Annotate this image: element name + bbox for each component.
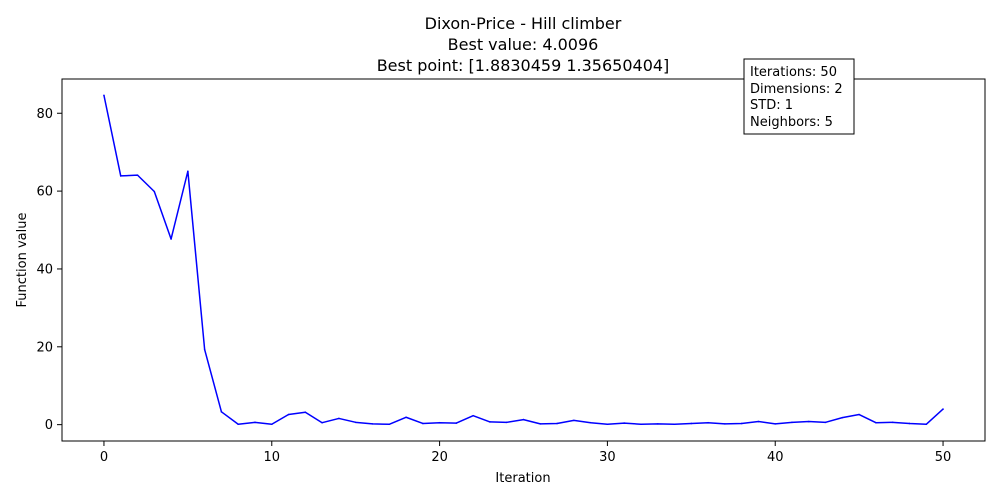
data-point bbox=[203, 348, 206, 351]
data-point bbox=[153, 190, 156, 193]
data-point bbox=[556, 422, 558, 425]
data-point bbox=[791, 421, 793, 424]
y-tick-label: 40 bbox=[36, 262, 53, 277]
data-point bbox=[455, 422, 458, 424]
y-tick-label: 60 bbox=[36, 185, 53, 200]
data-point bbox=[724, 423, 726, 425]
data-point bbox=[807, 420, 810, 423]
data-point bbox=[220, 411, 223, 413]
x-tick-label: 20 bbox=[431, 450, 448, 465]
data-point bbox=[237, 423, 240, 426]
data-point bbox=[287, 413, 290, 416]
data-point bbox=[170, 238, 172, 240]
plot-frame bbox=[61, 78, 986, 442]
data-point bbox=[640, 423, 642, 426]
info-std: STD: 1 bbox=[750, 98, 793, 113]
x-tick-label: 40 bbox=[767, 450, 784, 465]
data-point bbox=[371, 423, 374, 425]
data-point bbox=[304, 411, 307, 413]
data-point bbox=[942, 408, 944, 410]
data-point bbox=[505, 421, 508, 424]
data-point bbox=[841, 416, 844, 419]
data-point bbox=[119, 175, 122, 177]
data-point bbox=[438, 421, 441, 424]
chart-title-line-1: Dixon-Price - Hill climber bbox=[425, 14, 622, 33]
data-point bbox=[908, 422, 911, 425]
info-neighbors: Neighbors: 5 bbox=[750, 115, 833, 130]
data-point bbox=[589, 421, 592, 424]
x-tick-label: 30 bbox=[599, 450, 616, 465]
data-point bbox=[656, 423, 659, 425]
info-box-frame bbox=[743, 58, 855, 135]
data-point bbox=[757, 420, 760, 423]
data-point bbox=[489, 421, 491, 423]
data-point bbox=[354, 421, 357, 424]
data-point bbox=[690, 422, 693, 425]
data-point bbox=[858, 413, 860, 416]
data-point bbox=[573, 419, 575, 422]
x-axis-ticks: 0 10 20 30 40 50 bbox=[100, 441, 952, 465]
data-point bbox=[707, 421, 709, 424]
data-point bbox=[740, 422, 743, 425]
data-point bbox=[270, 423, 273, 426]
data-point bbox=[254, 421, 256, 424]
y-tick-label: 0 bbox=[45, 418, 53, 433]
y-axis-label: Function value bbox=[15, 213, 30, 308]
info-dimensions: Dimensions: 2 bbox=[750, 82, 843, 97]
data-point bbox=[422, 422, 424, 425]
info-box: Iterations: 50 Dimensions: 2 STD: 1 Neig… bbox=[743, 58, 855, 135]
data-point bbox=[405, 416, 407, 419]
data-point bbox=[388, 423, 391, 426]
data-point bbox=[103, 94, 105, 97]
data-point bbox=[472, 414, 474, 417]
data-point bbox=[606, 423, 609, 426]
series-line-0 bbox=[103, 95, 944, 426]
y-tick-label: 80 bbox=[36, 107, 53, 122]
y-axis-ticks: 0 20 40 60 80 bbox=[36, 107, 62, 433]
chart-title-line-3: Best point: [1.8830459 1.35650404] bbox=[377, 56, 670, 75]
y-tick-label: 20 bbox=[36, 340, 53, 355]
data-point bbox=[673, 423, 676, 426]
data-point bbox=[774, 423, 777, 425]
data-point bbox=[925, 423, 928, 426]
chart-title-line-2: Best value: 4.0096 bbox=[448, 35, 599, 54]
data-point bbox=[338, 417, 340, 420]
data-point bbox=[522, 418, 525, 421]
data-point bbox=[824, 421, 827, 424]
data-point bbox=[321, 421, 323, 424]
data-point bbox=[875, 421, 877, 424]
data-point bbox=[891, 421, 894, 424]
x-tick-label: 0 bbox=[100, 450, 108, 465]
data-point bbox=[136, 174, 139, 176]
x-axis-label: Iteration bbox=[495, 471, 550, 486]
series-layer bbox=[103, 94, 944, 426]
data-point bbox=[539, 423, 542, 425]
info-iterations: Iterations: 50 bbox=[750, 65, 837, 80]
data-point bbox=[623, 422, 625, 424]
data-point bbox=[187, 170, 189, 173]
x-tick-label: 10 bbox=[263, 450, 280, 465]
x-tick-label: 50 bbox=[935, 450, 952, 465]
